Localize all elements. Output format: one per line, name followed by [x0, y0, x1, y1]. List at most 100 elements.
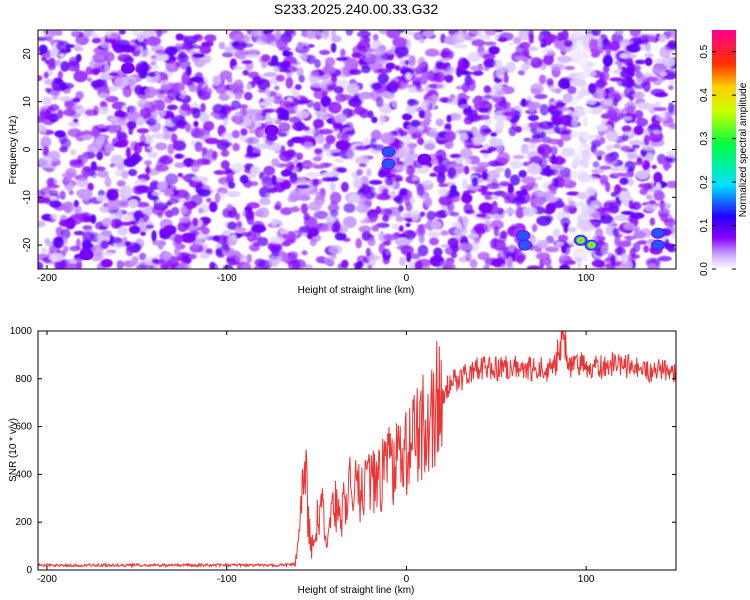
heatmap-cell: [163, 133, 171, 141]
heatmap-cell: [319, 82, 327, 90]
heatmap-cell: [38, 196, 52, 203]
heatmap-cell: [555, 88, 561, 94]
heatmap-cell: [222, 183, 229, 189]
heatmap-cell: [606, 144, 614, 151]
heatmap-cell: [85, 109, 98, 116]
heatmap-cell: [230, 33, 242, 41]
heatmap-cell: [116, 139, 129, 145]
heatmap-cell: [632, 227, 640, 232]
heatmap-cell: [505, 61, 516, 73]
heatmap-cell: [123, 214, 137, 222]
heatmap-cell: [263, 97, 275, 103]
heatmap-cell: [233, 79, 244, 89]
heatmap-cell: [346, 148, 355, 160]
heatmap-cell: [484, 34, 491, 41]
heatmap-cell: [572, 30, 581, 40]
heatmap-cell: [192, 107, 201, 119]
heatmap-cell: [340, 48, 346, 58]
heatmap-cell: [482, 53, 496, 60]
heatmap-cell: [264, 108, 277, 113]
heatmap-cell: [203, 120, 215, 132]
heatmap-cell: [448, 193, 456, 198]
heatmap-cell: [327, 203, 340, 213]
heatmap-cell: [300, 30, 309, 33]
heatmap-cell: [215, 83, 228, 95]
heatmap-cell: [239, 107, 248, 117]
heatmap-cell: [531, 133, 541, 141]
heatmap-cell: [401, 113, 413, 121]
heatmap-cell: [128, 225, 141, 235]
heatmap-cell: [205, 248, 213, 255]
heatmap-cell: [279, 179, 292, 190]
heatmap-cell: [254, 258, 266, 267]
heatmap-cell: [514, 110, 521, 120]
heatmap-cell: [667, 102, 675, 114]
heatmap-cell: [395, 194, 404, 205]
heatmap-cell: [127, 110, 141, 122]
heatmap-cell: [609, 201, 621, 209]
heatmap-cell: [48, 104, 60, 112]
heatmap-cell: [81, 134, 94, 140]
heatmap-cell: [227, 221, 237, 230]
heatmap-cell: [423, 139, 436, 151]
colorbar-label: Normalized spectral amplitude: [738, 82, 749, 217]
heatmap-cell: [298, 177, 307, 186]
heatmap-cell: [435, 149, 447, 162]
heatmap-cell: [635, 71, 644, 83]
heatmap-cell: [494, 167, 505, 173]
heatmap-cell: [620, 145, 631, 152]
heatmap-cell: [603, 98, 616, 106]
heatmap-cell: [90, 129, 100, 137]
heatmap-cell: [319, 189, 326, 197]
heatmap-cell: [391, 223, 400, 230]
heatmap-cell: [278, 151, 294, 162]
heatmap-cell: [458, 242, 471, 252]
heatmap-cell: [452, 32, 466, 44]
heatmap-cell: [447, 163, 462, 168]
heatmap-cell: [155, 142, 168, 151]
heatmap-cell: [355, 238, 363, 249]
heatmap-cell: [287, 196, 299, 203]
heatmap-cell: [201, 185, 211, 190]
heatmap-cell: [190, 76, 204, 83]
heatmap-cell: [83, 217, 93, 222]
heatmap-cell: [435, 60, 444, 70]
heatmap-cell: [654, 92, 668, 98]
heatmap-cell: [279, 228, 289, 235]
heatmap-cell: [427, 95, 438, 105]
heatmap-cell: [118, 30, 126, 35]
heatmap-cell: [57, 109, 64, 119]
heatmap-cell: [156, 94, 166, 99]
heatmap-cell: [294, 84, 302, 91]
heatmap-cell: [509, 174, 521, 186]
heatmap-cell: [385, 249, 391, 255]
heatmap-cell: [49, 195, 58, 201]
heatmap-cell: [407, 86, 418, 94]
heatmap-cell: [145, 224, 154, 229]
heatmap-cell: [38, 75, 43, 82]
heatmap-cell: [384, 175, 394, 186]
heatmap-cell: [222, 264, 234, 269]
heatmap-cell: [292, 121, 306, 132]
heatmap-cell: [628, 199, 634, 210]
heatmap-cell: [123, 158, 137, 168]
heatmap-cell: [632, 82, 646, 89]
heatmap-cell: [527, 46, 539, 52]
heatmap-cell: [577, 91, 584, 101]
heatmap-cell: [107, 190, 113, 201]
heatmap-cell: [479, 124, 491, 137]
heatmap-cell: [122, 105, 129, 111]
heatmap-cell: [170, 133, 178, 144]
heatmap-cell: [49, 213, 58, 221]
heatmap-cell: [567, 226, 577, 233]
heatmap-cell: [174, 162, 186, 169]
heatmap-cell: [484, 30, 497, 36]
heatmap-cell: [658, 71, 668, 77]
heatmap-cell: [65, 263, 79, 269]
heatmap-cell: [492, 89, 506, 98]
heatmap-cell: [568, 200, 576, 209]
heatmap-cell: [289, 206, 301, 213]
heatmap-cell: [502, 111, 516, 117]
heatmap-cell: [406, 164, 415, 176]
